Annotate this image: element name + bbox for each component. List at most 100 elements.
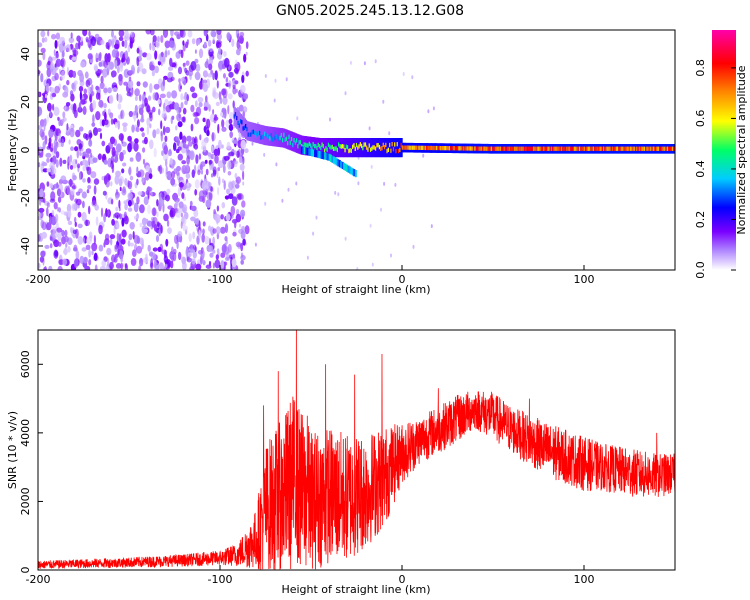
heatmap-noise-cell [137, 62, 144, 72]
heatmap-signal-cell [283, 132, 286, 137]
heatmap-noise-cell [244, 148, 249, 154]
heatmap-noise-cell [201, 233, 205, 243]
heatmap-signal-cell [389, 138, 392, 158]
heatmap-noise-cell [73, 244, 78, 251]
heatmap-signal-cell [640, 146, 643, 151]
heatmap-noise-cell [162, 30, 169, 38]
heatmap-noise-cell [57, 241, 62, 247]
heatmap-signal-cell [534, 146, 537, 151]
heatmap-noise-cell [217, 123, 220, 134]
heatmap-signal-cell [564, 146, 567, 151]
heatmap-noise-cell [146, 186, 151, 196]
heatmap-noise-cell [189, 150, 195, 161]
heatmap-noise-cell [195, 154, 199, 165]
heatmap-noise-cell [114, 244, 119, 250]
heatmap-noise-cell [182, 225, 188, 232]
heatmap-noise-cell [107, 87, 112, 94]
heatmap-noise-cell [65, 243, 68, 248]
heatmap-noise-cell [135, 126, 140, 133]
heatmap-noise-cell [61, 229, 65, 237]
heatmap-signal-cell [262, 135, 266, 140]
heatmap-signal-cell [250, 132, 253, 137]
heatmap-noise-cell [212, 249, 216, 254]
heatmap-y-tick-label: 0 [19, 147, 32, 154]
heatmap-noise-cell [79, 150, 82, 157]
heatmap-signal-cell [331, 155, 334, 163]
heatmap-signal-cell [557, 146, 560, 151]
heatmap-noise-cell [238, 104, 244, 112]
heatmap-signal-cell [303, 142, 306, 147]
snr-y-tick-label: 0 [19, 567, 32, 574]
heatmap-signal-cell [283, 128, 286, 148]
heatmap-noise-cell [363, 61, 366, 66]
heatmap-signal-cell [482, 146, 485, 151]
heatmap-noise-cell [141, 177, 145, 183]
heatmap-noise-cell [216, 168, 219, 179]
heatmap-noise-cell [180, 212, 183, 218]
heatmap-noise-cell [230, 205, 236, 216]
heatmap-noise-cell [232, 86, 237, 95]
heatmap-noise-cell [202, 83, 208, 92]
heatmap-signal-cell [284, 137, 287, 142]
heatmap-noise-cell [212, 166, 217, 175]
heatmap-noise-cell [39, 199, 42, 206]
heatmap-signal-cell [497, 146, 500, 151]
heatmap-noise-cell [208, 57, 213, 65]
heatmap-noise-cell [117, 249, 120, 256]
heatmap-noise-cell [175, 200, 179, 206]
heatmap-noise-cell [116, 232, 120, 242]
heatmap-noise-cell [121, 229, 127, 238]
heatmap-noise-cell [191, 38, 196, 45]
heatmap-signal-cell [296, 133, 299, 153]
heatmap-noise-cell [142, 147, 146, 153]
heatmap-noise-cell [100, 207, 104, 218]
heatmap-noise-cell [93, 252, 98, 261]
heatmap-noise-cell [219, 97, 223, 105]
heatmap-noise-cell [118, 36, 124, 41]
heatmap-noise-cell [71, 82, 75, 90]
heatmap-signal-cell [318, 144, 322, 149]
heatmap-signal-cell [448, 146, 452, 151]
heatmap-signal-cell [419, 145, 422, 150]
heatmap-signal-cell [510, 146, 513, 151]
heatmap-noise-cell [79, 90, 82, 101]
heatmap-noise-cell [226, 141, 231, 150]
heatmap-noise-cell [58, 133, 62, 142]
heatmap-signal-cell [496, 146, 499, 151]
heatmap-signal-cell [568, 146, 571, 151]
heatmap-noise-cell [131, 141, 135, 150]
heatmap-signal-cell [289, 140, 292, 145]
heatmap-noise-cell [243, 53, 247, 63]
heatmap-signal-cell [350, 167, 353, 175]
heatmap-noise-cell [178, 251, 182, 261]
heatmap-noise-cell [55, 151, 60, 159]
heatmap-signal-cell [348, 166, 351, 174]
heatmap-noise-cell [95, 85, 100, 91]
heatmap-signal-cell [657, 146, 660, 151]
heatmap-signal-cell [269, 136, 272, 141]
heatmap-noise-cell [94, 65, 99, 72]
heatmap-noise-cell [422, 153, 425, 158]
heatmap-noise-cell [164, 40, 171, 49]
heatmap-signal-cell [585, 146, 588, 151]
heatmap-noise-cell [109, 234, 116, 240]
heatmap-noise-cell [344, 236, 347, 241]
heatmap-noise-cell [215, 226, 221, 235]
heatmap-noise-cell [146, 53, 152, 61]
heatmap-noise-cell [166, 188, 171, 194]
heatmap-signal-cell [507, 146, 510, 151]
heatmap-noise-cell [164, 50, 168, 58]
heatmap-noise-cell [240, 209, 246, 218]
heatmap-signal-cell [268, 134, 271, 139]
heatmap-noise-cell [141, 132, 145, 138]
heatmap-signal-cell [303, 147, 306, 155]
heatmap-noise-cell [213, 209, 216, 215]
heatmap-noise-cell [182, 135, 187, 145]
heatmap-noise-cell [187, 252, 192, 258]
heatmap-signal-cell [364, 138, 367, 158]
heatmap-signal-cell [414, 145, 417, 150]
heatmap-noise-cell [198, 220, 201, 230]
heatmap-signal-cell [601, 146, 604, 151]
heatmap-noise-cell [93, 185, 97, 195]
